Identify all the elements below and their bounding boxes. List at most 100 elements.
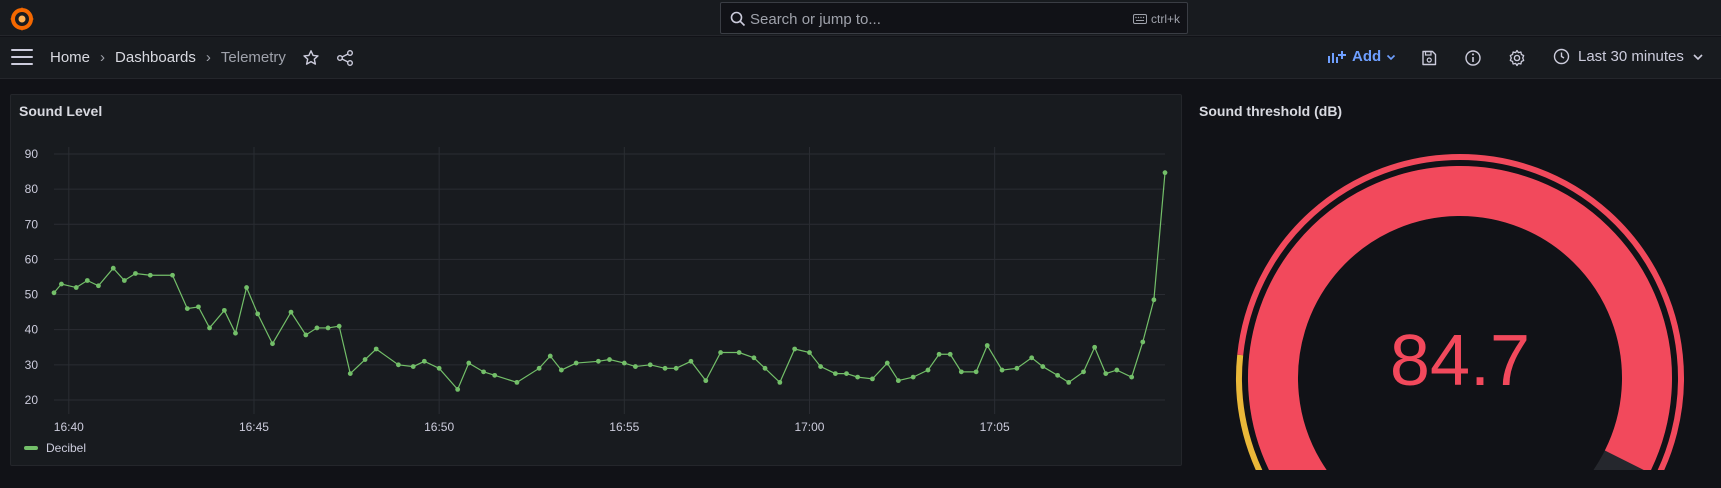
data-point[interactable] [547, 353, 553, 359]
data-point[interactable] [1040, 364, 1046, 369]
data-point[interactable] [936, 351, 942, 357]
breadcrumb-home[interactable]: Home [50, 49, 91, 66]
data-point[interactable] [121, 278, 127, 283]
data-point[interactable] [325, 325, 331, 331]
data-point[interactable] [233, 330, 238, 336]
time-range-picker[interactable]: Last 30 minutes [1553, 48, 1704, 65]
data-point[interactable] [314, 325, 320, 331]
star-icon[interactable] [302, 49, 320, 67]
data-point[interactable] [396, 362, 401, 368]
sound-level-chart[interactable]: 90 80 70 60 50 40 30 20 16:40 16:45 16:50 16:55 17:0… [10, 130, 1182, 440]
add-button[interactable]: Add [1327, 48, 1396, 65]
data-point[interactable] [1066, 379, 1072, 385]
data-point[interactable] [373, 346, 379, 352]
data-point[interactable] [270, 341, 275, 347]
data-point[interactable] [244, 285, 249, 290]
data-point[interactable] [884, 360, 890, 366]
sound-level-panel[interactable] [10, 94, 1182, 466]
data-point[interactable] [436, 365, 442, 371]
data-point[interactable] [303, 332, 309, 338]
data-point[interactable] [595, 358, 601, 364]
data-point[interactable] [673, 365, 679, 371]
data-point[interactable] [647, 362, 653, 368]
data-point[interactable] [514, 379, 520, 385]
search-input[interactable]: Search or jump to... ctrl+k [720, 2, 1188, 34]
data-point[interactable] [807, 350, 812, 355]
data-point[interactable] [1103, 371, 1109, 376]
data-point[interactable] [207, 325, 212, 331]
data-point[interactable] [481, 369, 486, 375]
data-point[interactable] [466, 360, 472, 366]
data-point[interactable] [1092, 344, 1098, 350]
data-point[interactable] [536, 365, 542, 371]
data-point[interactable] [362, 357, 368, 362]
data-point[interactable] [455, 387, 461, 392]
data-point[interactable] [255, 311, 261, 317]
data-point[interactable] [662, 365, 668, 371]
data-point[interactable] [607, 357, 612, 362]
data-point[interactable] [762, 365, 768, 371]
data-point[interactable] [288, 309, 294, 315]
data-point[interactable] [1151, 297, 1157, 303]
sound-threshold-gauge[interactable]: 84.7 [1190, 125, 1721, 470]
chart-legend[interactable]: Decibel [24, 441, 86, 455]
grafana-logo-icon[interactable] [9, 6, 35, 32]
data-point[interactable] [777, 379, 783, 385]
data-point[interactable] [1081, 369, 1086, 375]
data-point[interactable] [895, 378, 901, 384]
data-point[interactable] [844, 371, 849, 376]
menu-icon[interactable] [11, 49, 33, 67]
data-point[interactable] [196, 304, 201, 310]
share-icon[interactable] [336, 49, 354, 67]
data-point[interactable] [1162, 170, 1168, 176]
data-point[interactable] [910, 374, 916, 380]
data-point[interactable] [633, 364, 638, 369]
data-point[interactable] [184, 306, 190, 312]
gear-icon[interactable] [1508, 49, 1526, 67]
data-point[interactable] [925, 367, 931, 373]
data-point[interactable] [1055, 372, 1061, 378]
x-tick-label: 16:55 [609, 420, 639, 434]
data-point[interactable] [336, 323, 342, 329]
data-point[interactable] [973, 369, 979, 375]
data-point[interactable] [870, 376, 875, 382]
data-point[interactable] [51, 290, 57, 296]
data-point[interactable] [984, 343, 990, 348]
data-point[interactable] [703, 378, 709, 384]
data-point[interactable] [947, 351, 953, 357]
data-point[interactable] [958, 369, 964, 375]
data-point[interactable] [110, 265, 116, 271]
data-point[interactable] [818, 364, 823, 369]
data-point[interactable] [170, 272, 175, 278]
data-point[interactable] [999, 367, 1005, 373]
data-point[interactable] [621, 360, 627, 366]
data-point[interactable] [1129, 374, 1135, 380]
data-point[interactable] [59, 281, 64, 287]
data-point[interactable] [492, 372, 498, 378]
info-icon[interactable] [1464, 49, 1482, 67]
data-point[interactable] [751, 355, 757, 361]
data-point[interactable] [573, 360, 579, 366]
data-point[interactable] [84, 278, 90, 283]
data-point[interactable] [347, 371, 353, 376]
data-point[interactable] [736, 350, 742, 355]
data-point[interactable] [1029, 355, 1035, 361]
data-point[interactable] [1114, 367, 1120, 373]
data-point[interactable] [792, 346, 798, 352]
data-point[interactable] [1014, 365, 1020, 371]
data-point[interactable] [221, 307, 227, 313]
data-point[interactable] [133, 271, 138, 276]
data-point[interactable] [688, 358, 694, 364]
save-icon[interactable] [1420, 49, 1438, 67]
data-point[interactable] [421, 358, 427, 364]
data-point[interactable] [73, 285, 79, 290]
data-point[interactable] [1140, 339, 1146, 345]
breadcrumb-dashboards[interactable]: Dashboards [115, 49, 196, 66]
data-point[interactable] [718, 350, 723, 355]
data-point[interactable] [558, 367, 564, 373]
data-point[interactable] [833, 371, 838, 376]
data-point[interactable] [410, 364, 416, 369]
data-point[interactable] [96, 283, 101, 289]
data-point[interactable] [855, 374, 861, 380]
data-point[interactable] [147, 272, 153, 278]
